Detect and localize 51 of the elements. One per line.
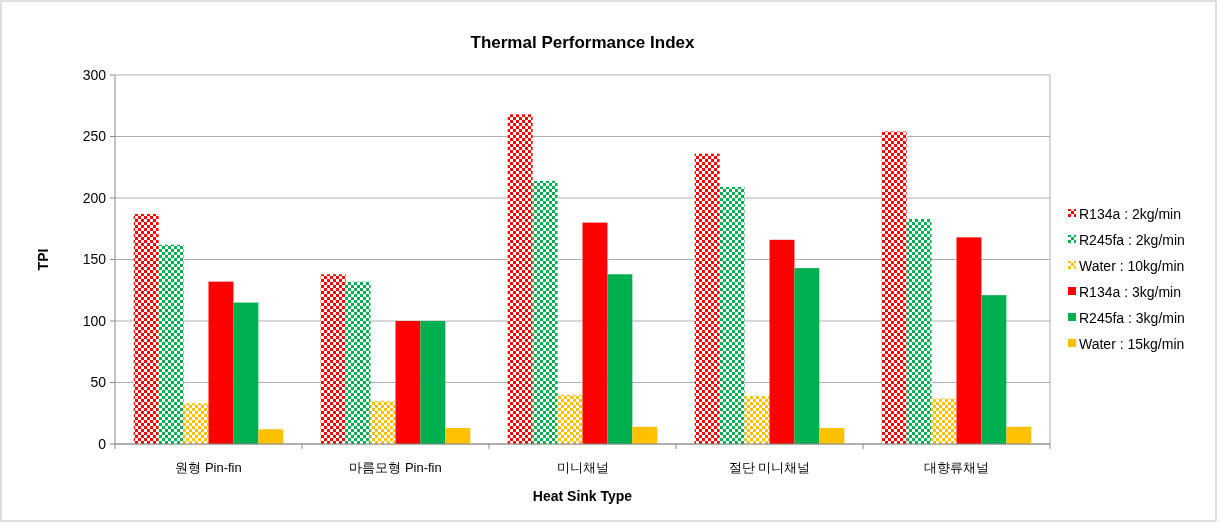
x-tick-label: 마름모형 Pin-fin — [349, 460, 442, 475]
legend-label: Water : 15kg/min — [1079, 335, 1185, 352]
bar — [881, 131, 907, 444]
bar — [258, 429, 284, 444]
bar — [769, 239, 795, 444]
legend-label: R245fa : 2kg/min — [1079, 231, 1185, 248]
legend-label: R134a : 2kg/min — [1079, 205, 1181, 222]
bar — [582, 222, 608, 444]
bar — [607, 274, 633, 444]
bar — [981, 295, 1007, 444]
bar — [794, 268, 820, 444]
bar — [183, 403, 209, 444]
bar — [133, 213, 159, 444]
y-tick-label: 150 — [82, 251, 107, 268]
y-tick-label: 250 — [82, 128, 107, 145]
y-tick-label: 300 — [82, 66, 107, 83]
bar — [719, 186, 745, 444]
x-tick-label: 미니채널 — [556, 460, 609, 475]
bar — [370, 400, 396, 444]
bar — [320, 274, 346, 444]
bar — [632, 426, 658, 444]
x-axis-title: Heat Sink Type — [532, 488, 633, 504]
bar — [395, 321, 421, 444]
bar — [694, 153, 720, 444]
x-tick-label: 절단 미니채널 — [728, 460, 811, 475]
bar — [1006, 426, 1032, 444]
bar — [819, 428, 845, 444]
bar — [445, 428, 471, 444]
y-tick-label: 100 — [82, 312, 107, 329]
bar — [906, 218, 932, 444]
y-tick-label: 0 — [98, 435, 107, 452]
x-tick-label: 대향류채널 — [924, 460, 989, 475]
bar — [744, 396, 770, 444]
chart-title: Thermal Performance Index — [470, 33, 695, 52]
bar — [507, 114, 533, 444]
bar — [557, 394, 583, 444]
bar — [956, 237, 982, 444]
legend-label: R134a : 3kg/min — [1079, 283, 1181, 300]
bar — [931, 398, 957, 444]
bar — [345, 281, 371, 444]
bar — [208, 281, 234, 444]
y-tick-label: 50 — [90, 374, 107, 391]
y-tick-label: 200 — [82, 189, 107, 206]
legend-label: Water : 10kg/min — [1079, 257, 1185, 274]
bar — [158, 244, 184, 444]
x-tick-label: 원형 Pin-fin — [175, 460, 242, 475]
bar — [233, 302, 259, 444]
legend-label: R245fa : 3kg/min — [1079, 309, 1185, 326]
bar — [420, 321, 446, 444]
y-axis-title: TPI — [35, 248, 51, 271]
bar — [532, 180, 558, 444]
